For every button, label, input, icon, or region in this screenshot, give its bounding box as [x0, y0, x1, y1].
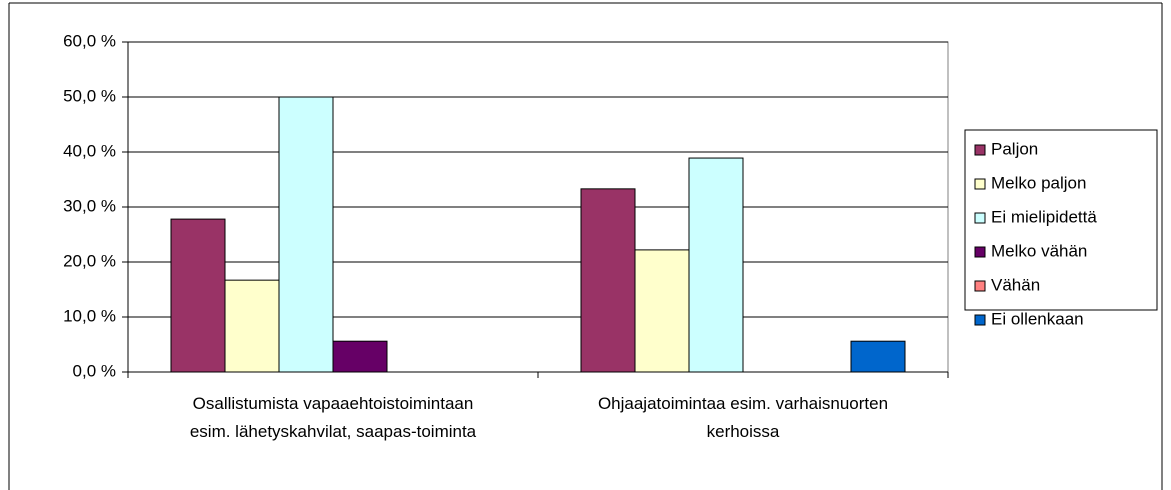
y-tick-label: 20,0 % — [63, 251, 116, 270]
legend-label: Melko paljon — [991, 173, 1086, 192]
y-tick-label: 10,0 % — [63, 306, 116, 325]
bar — [850, 340, 906, 373]
y-tick-label: 30,0 % — [63, 196, 116, 215]
bar — [332, 340, 388, 373]
legend-label: Melko vähän — [991, 241, 1087, 260]
legend-box — [964, 129, 1158, 311]
y-tick-label: 50,0 % — [63, 86, 116, 105]
legend-swatch — [974, 246, 986, 258]
legend-swatch — [974, 144, 986, 156]
legend-swatch — [974, 314, 986, 326]
x-tick-label: Osallistumista vapaaehtoistoimintaan esi… — [189, 394, 477, 441]
legend-label: Vähän — [991, 275, 1040, 294]
bar — [224, 279, 280, 373]
legend-label: Ei mielipidettä — [991, 207, 1097, 226]
bar — [580, 188, 636, 373]
legend-swatch — [974, 280, 986, 292]
y-tick-label: 40,0 % — [63, 141, 116, 160]
bar — [278, 96, 334, 373]
x-tick-label: Ohjaajatoimintaa esim. varhaisnuorten ke… — [597, 394, 889, 441]
y-tick-label: 0,0 % — [73, 361, 116, 380]
legend-swatch — [974, 212, 986, 224]
bar — [634, 249, 690, 373]
legend-swatch — [974, 178, 986, 190]
y-tick-label: 60,0 % — [63, 31, 116, 50]
bar — [688, 157, 744, 373]
legend-label: Paljon — [991, 139, 1038, 158]
legend-label: Ei ollenkaan — [991, 309, 1084, 328]
bar — [170, 218, 226, 373]
